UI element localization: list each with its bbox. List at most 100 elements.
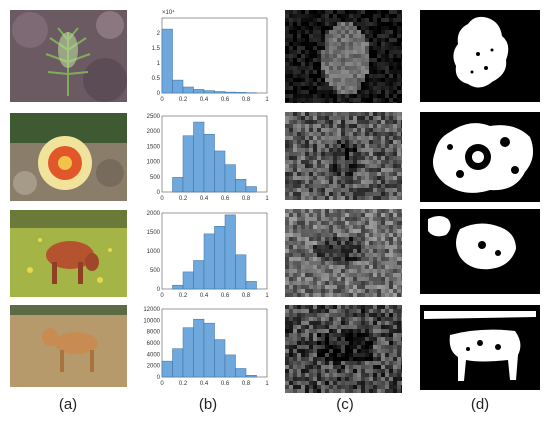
histogram-bar: [235, 178, 247, 193]
histogram-bar: [235, 254, 247, 290]
histogram-bar: [193, 260, 205, 290]
histogram-bar: [161, 28, 173, 94]
y-tick-label: 1000: [147, 249, 161, 255]
histogram-bar: [193, 121, 205, 193]
caption-c: (c): [336, 396, 354, 413]
x-tick-label: 0.8: [242, 97, 251, 103]
x-tick-label: 0.2: [179, 196, 188, 202]
x-tick-label: 0.6: [221, 97, 230, 103]
y-tick-label: 10000: [143, 318, 160, 324]
histogram-bar: [224, 164, 236, 193]
y-tick-label: 0.5: [152, 76, 161, 82]
histogram-bar: [214, 339, 226, 378]
y-tick-label: 0: [157, 287, 161, 293]
histogram-bar: [172, 348, 184, 378]
histogram-bar: [182, 135, 194, 193]
x-tick-label: 0.4: [200, 196, 209, 202]
photo-plant: [10, 10, 127, 102]
caption-b: (b): [198, 396, 218, 413]
x-tick-label: 0.2: [179, 97, 188, 103]
histogram-bar: [182, 271, 194, 290]
y-tick-label: 0: [157, 190, 161, 196]
y-tick-label: 500: [150, 175, 161, 181]
y-tick-label: 1500: [147, 144, 161, 150]
y-tick-label: 4000: [147, 352, 161, 358]
y-exponent-label: ×10⁴: [162, 9, 175, 16]
mask-cow: [420, 305, 540, 390]
y-tick-label: 1500: [147, 230, 161, 236]
feature-map-plant: [285, 10, 402, 103]
histogram-bar: [193, 89, 205, 94]
y-tick-label: 6000: [147, 341, 161, 347]
histogram-bar: [193, 318, 205, 378]
photo-flower: [10, 113, 127, 201]
histogram-bar: [172, 284, 184, 290]
x-tick-label: 0.8: [242, 381, 251, 387]
x-tick-label: 0.2: [179, 293, 188, 299]
y-tick-label: 500: [150, 268, 161, 274]
mask-flower: [420, 112, 540, 202]
x-tick-label: 1: [265, 97, 269, 103]
histogram-bar: [224, 91, 236, 94]
x-tick-label: 1: [265, 293, 269, 299]
histogram-bar: [214, 91, 226, 94]
histogram-bar: [203, 90, 215, 94]
histogram-bar: [172, 79, 184, 94]
histogram-bar: [161, 360, 173, 378]
y-tick-label: 2500: [147, 114, 161, 120]
x-tick-label: 0.4: [200, 293, 209, 299]
y-tick-label: 1: [157, 61, 161, 67]
histogram-bar: [245, 186, 257, 193]
feature-map-cow: [285, 305, 402, 393]
x-tick-label: 0.6: [221, 293, 230, 299]
mask-horse: [420, 209, 540, 294]
histogram-bar: [203, 322, 215, 378]
x-tick-label: 0.6: [221, 196, 230, 202]
histogram-bar: [172, 177, 184, 193]
histogram-bar: [203, 233, 215, 290]
x-tick-label: 0: [160, 381, 164, 387]
histogram-bar: [182, 327, 194, 378]
y-tick-label: 2000: [147, 211, 161, 217]
photo-horse: [10, 210, 127, 297]
x-tick-label: 0.2: [179, 381, 188, 387]
y-tick-label: 1000: [147, 160, 161, 166]
mask-plant: [420, 10, 540, 102]
y-tick-label: 2000: [147, 129, 161, 135]
x-tick-label: 0: [160, 196, 164, 202]
histogram-bar: [245, 375, 257, 378]
caption-d: (d): [470, 396, 490, 413]
histogram-bar: [235, 368, 247, 378]
histogram-bar: [214, 226, 226, 290]
y-tick-label: 1.5: [152, 46, 161, 52]
y-tick-label: 2: [157, 31, 161, 37]
histogram-bar: [214, 150, 226, 193]
x-tick-label: 0.6: [221, 381, 230, 387]
feature-map-horse: [285, 209, 402, 297]
histogram-3: 0 0.2 0.4 0.6 0.8 1 0 500 1000 1500 2000: [140, 207, 275, 303]
histogram-bar: [224, 214, 236, 290]
x-tick-label: 0.8: [242, 196, 251, 202]
y-tick-label: 12000: [143, 307, 160, 313]
histogram-4: 0 0.2 0.4 0.6 0.8 1 0 2000 4000 6000 8000 10000 1200…: [140, 303, 275, 391]
histogram-bar: [235, 92, 247, 94]
x-tick-label: 0.4: [200, 381, 209, 387]
y-tick-label: 0: [157, 375, 161, 381]
caption-a: (a): [58, 396, 78, 413]
x-tick-label: 0.4: [200, 97, 209, 103]
histogram-1: 0 0.2 0.4 0.6 0.8 1 0 0.5 1 1.5 2 ×10⁴: [140, 4, 275, 107]
feature-map-flower: [285, 112, 402, 200]
histogram-bar: [203, 133, 215, 193]
histogram-bar: [182, 86, 194, 94]
histogram-bar: [245, 281, 257, 290]
x-tick-label: 1: [265, 196, 269, 202]
x-tick-label: 0: [160, 97, 164, 103]
x-tick-label: 0: [160, 293, 164, 299]
y-tick-label: 2000: [147, 364, 161, 370]
photo-cow: [10, 305, 127, 387]
histogram-2: 0 0.2 0.4 0.6 0.8 1 0 500 1000 1500 2000 2500: [140, 110, 275, 206]
histogram-bar: [224, 354, 236, 378]
y-tick-label: 8000: [147, 330, 161, 336]
x-tick-label: 0.8: [242, 293, 251, 299]
x-tick-label: 1: [265, 381, 269, 387]
